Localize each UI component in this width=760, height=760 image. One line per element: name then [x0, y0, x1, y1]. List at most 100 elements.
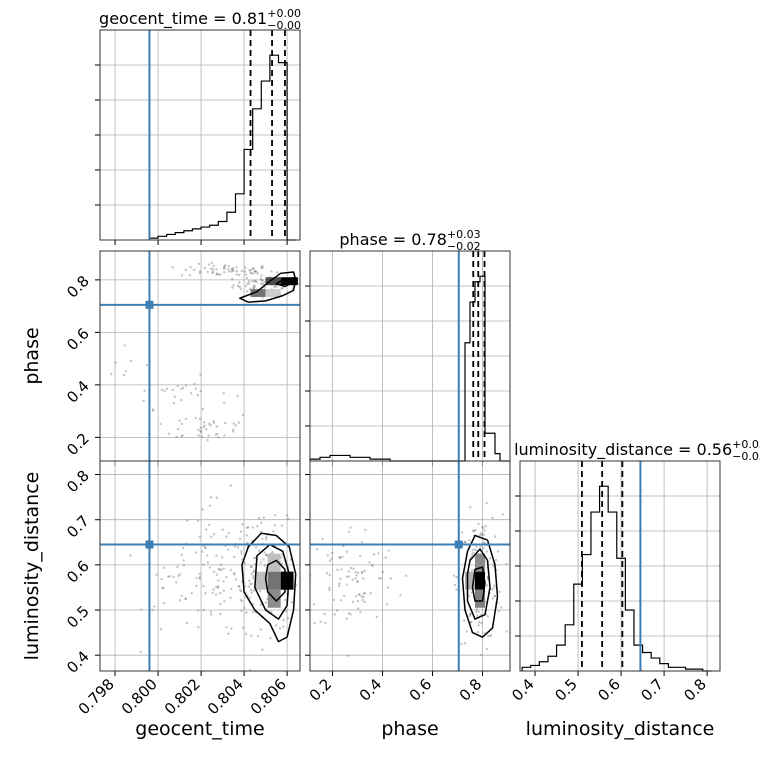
- sample-point: [460, 642, 463, 646]
- sample-point: [471, 548, 474, 552]
- sample-point: [453, 583, 457, 587]
- sample-point: [477, 522, 480, 525]
- sample-point: [498, 590, 501, 594]
- sample-point: [351, 578, 354, 581]
- contour-0: [461, 534, 499, 638]
- sample-point: [251, 526, 254, 529]
- sample-point: [470, 591, 473, 594]
- sample-point: [248, 582, 252, 586]
- sample-point: [479, 613, 482, 616]
- sample-point: [259, 561, 263, 564]
- sample-point: [229, 568, 233, 572]
- sample-point: [155, 573, 158, 576]
- sample-point: [215, 573, 219, 576]
- sample-point: [217, 567, 221, 571]
- sample-point: [238, 537, 242, 540]
- sample-point: [203, 424, 206, 427]
- sample-point: [176, 565, 179, 569]
- tick-label-x-geocent_time-0: 0.798: [75, 675, 118, 718]
- sample-point: [404, 574, 408, 578]
- sample-point: [360, 571, 364, 575]
- sample-point: [252, 267, 255, 271]
- sample-point: [252, 576, 255, 580]
- sample-point: [260, 278, 263, 282]
- sample-point: [328, 586, 331, 590]
- sample-point: [209, 535, 213, 539]
- sample-point: [486, 575, 489, 579]
- sample-point: [222, 391, 225, 395]
- sample-point: [251, 280, 254, 283]
- sample-point: [265, 553, 268, 557]
- sample-point: [486, 615, 490, 618]
- hist-panel-geocent_time: [95, 30, 300, 245]
- sample-point: [246, 525, 250, 529]
- sample-point: [469, 612, 472, 616]
- sample-point: [252, 284, 256, 287]
- sample-point: [385, 603, 389, 606]
- sample-point: [347, 612, 351, 615]
- sample-point: [184, 597, 187, 600]
- sample-point: [234, 424, 238, 427]
- y-axis-label-luminosity_distance: luminosity_distance: [21, 472, 43, 661]
- x-axis-label-geocent_time: geocent_time: [135, 718, 264, 740]
- sample-point: [384, 556, 387, 559]
- sample-point: [319, 620, 322, 623]
- sample-point: [261, 279, 264, 282]
- sample-point: [399, 594, 402, 597]
- sample-point: [489, 634, 493, 637]
- panels-layer: [95, 29, 721, 676]
- sample-point: [177, 574, 180, 578]
- sample-point: [273, 513, 277, 517]
- sample-point: [263, 286, 266, 289]
- sample-point: [232, 269, 235, 273]
- sample-point: [363, 592, 367, 595]
- sample-point: [260, 521, 263, 524]
- sample-point: [286, 514, 289, 517]
- sample-point: [364, 528, 367, 532]
- sample-point: [182, 559, 185, 562]
- sample-point: [220, 556, 224, 559]
- panel-title-luminosity_distance: luminosity_distance = 0.56+0.05: [514, 438, 760, 460]
- density-cell-2: [250, 289, 266, 297]
- sample-point: [468, 614, 471, 618]
- sample-point: [233, 555, 236, 559]
- sample-point: [197, 626, 200, 629]
- sample-point: [275, 271, 279, 274]
- sample-point: [160, 388, 164, 392]
- sample-point: [264, 601, 268, 604]
- sample-point: [243, 606, 246, 610]
- sample-point: [304, 588, 306, 590]
- sample-point: [233, 545, 237, 548]
- sample-point: [223, 265, 226, 268]
- sample-point: [222, 589, 226, 592]
- sample-point: [223, 434, 226, 437]
- sample-point: [347, 570, 351, 573]
- sample-point: [262, 516, 266, 519]
- sample-point: [225, 535, 228, 538]
- sample-point: [202, 608, 205, 612]
- sample-point: [171, 388, 174, 392]
- sample-point: [241, 523, 244, 526]
- density-cell-0: [280, 571, 294, 590]
- sample-point: [223, 264, 227, 267]
- sample-point: [167, 432, 171, 436]
- sample-point: [488, 557, 492, 560]
- sample-point: [491, 588, 494, 591]
- sample-point: [163, 389, 166, 393]
- sample-point: [215, 425, 219, 428]
- sample-point: [354, 595, 358, 598]
- sample-point: [469, 506, 472, 509]
- sample-point: [232, 422, 235, 425]
- sample-point: [321, 537, 324, 541]
- sample-point: [215, 268, 218, 271]
- sample-point: [217, 436, 220, 439]
- sample-point: [184, 597, 187, 601]
- sample-point: [210, 454, 212, 456]
- plot-area-luminosity_distance_vs_geocent_time: [129, 454, 306, 671]
- sample-point: [240, 552, 243, 555]
- sample-point: [355, 574, 358, 577]
- sample-point: [370, 564, 374, 567]
- sample-point: [338, 582, 341, 585]
- sample-point: [475, 614, 479, 617]
- sample-point: [258, 549, 261, 553]
